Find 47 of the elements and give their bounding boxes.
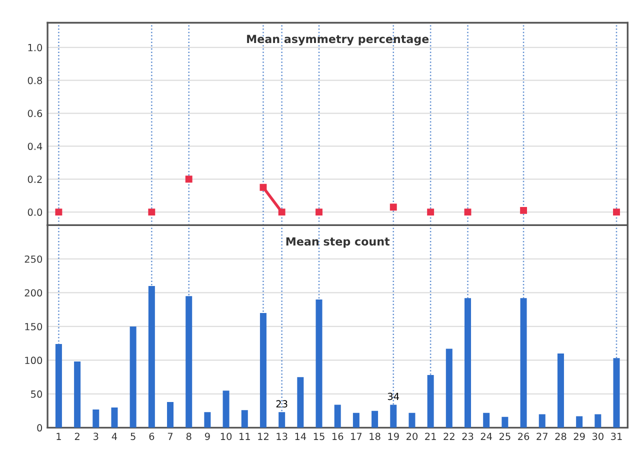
x-tick-label: 20 — [406, 432, 418, 440]
x-tick-label: 17 — [351, 432, 362, 440]
x-tick-label: 2 — [74, 432, 80, 440]
x-tick-label: 15 — [314, 432, 324, 440]
data-label: 23 — [276, 400, 288, 408]
x-tick-label: 19 — [388, 432, 399, 440]
x-tick-label: 18 — [370, 432, 380, 440]
x-tick-label: 22 — [444, 432, 454, 440]
y-tick-label: 50 — [31, 390, 42, 398]
x-tick-label: 13 — [276, 432, 288, 440]
y-tick-label: 0.6 — [28, 110, 42, 118]
x-tick-label: 11 — [240, 432, 250, 440]
x-tick-label: 16 — [332, 432, 344, 440]
x-tick-label: 31 — [611, 432, 622, 440]
x-tick-label: 28 — [555, 432, 566, 440]
x-tick-label: 25 — [499, 432, 510, 440]
x-tick-label: 1 — [56, 432, 61, 440]
y-tick-label: 200 — [24, 289, 42, 297]
y-tick-label: 0.0 — [28, 208, 42, 216]
y-tick-label: 0 — [37, 424, 42, 432]
y-tick-label: 0.2 — [28, 176, 42, 183]
x-tick-label: 24 — [480, 432, 492, 440]
x-tick-label: 26 — [518, 432, 530, 440]
y-tick-label: 0.4 — [28, 142, 42, 150]
y-tick-label: 150 — [25, 322, 42, 330]
text: Mean step count — [286, 237, 390, 248]
x-tick-label: 6 — [149, 432, 154, 440]
x-tick-label: 21 — [425, 432, 436, 440]
x-tick-label: 29 — [574, 432, 585, 440]
x-tick-label: 7 — [168, 432, 173, 440]
text: Mean asymmetry percentage — [247, 34, 429, 46]
x-tick-label: 12 — [258, 432, 268, 440]
y-tick-label: 1.0 — [28, 44, 42, 52]
x-tick-label: 3 — [94, 432, 98, 440]
x-tick-label: 8 — [186, 432, 192, 440]
data-label: 34 — [388, 392, 400, 400]
x-tick-label: 30 — [592, 432, 604, 440]
x-tick-label: 14 — [295, 432, 306, 440]
y-tick-label: 250 — [24, 255, 42, 263]
x-tick-label: 9 — [204, 432, 210, 440]
x-tick-label: 5 — [130, 432, 136, 440]
x-tick-label: 10 — [220, 432, 232, 440]
x-tick-label: 23 — [462, 432, 474, 440]
x-tick-label: 27 — [536, 432, 548, 440]
y-tick-label: 100 — [25, 356, 42, 364]
y-tick-label: 0.8 — [28, 76, 42, 84]
x-tick-label: 4 — [112, 432, 118, 440]
